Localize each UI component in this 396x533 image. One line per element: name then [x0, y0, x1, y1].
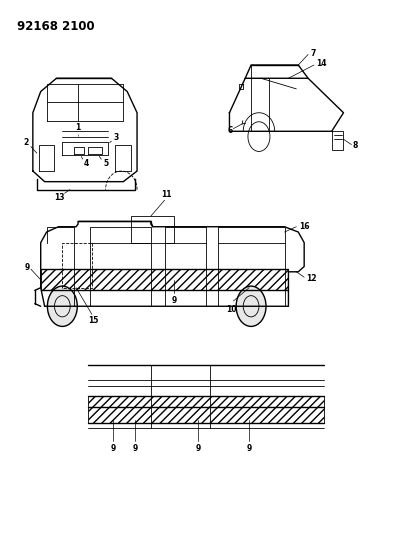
Text: 12: 12 — [306, 273, 317, 282]
Text: 9: 9 — [24, 263, 30, 272]
Text: 16: 16 — [299, 222, 310, 231]
Text: 9: 9 — [111, 444, 116, 453]
Text: 4: 4 — [83, 159, 89, 168]
Text: 8: 8 — [352, 141, 358, 150]
Text: 92168 2100: 92168 2100 — [17, 20, 95, 33]
Text: 10: 10 — [226, 305, 237, 314]
Text: 5: 5 — [103, 159, 108, 168]
Text: 15: 15 — [89, 317, 99, 325]
Text: 6: 6 — [228, 126, 233, 135]
Text: 9: 9 — [195, 444, 201, 453]
Circle shape — [48, 286, 77, 326]
Text: 9: 9 — [132, 444, 138, 453]
Text: 9: 9 — [246, 444, 252, 453]
Text: 2: 2 — [23, 139, 29, 148]
Text: 14: 14 — [316, 59, 326, 68]
Text: 11: 11 — [161, 190, 172, 199]
Text: 7: 7 — [310, 49, 316, 58]
Text: 13: 13 — [54, 193, 65, 202]
Text: 9: 9 — [172, 296, 177, 305]
Text: 3: 3 — [114, 133, 119, 142]
Circle shape — [236, 286, 266, 326]
Text: 1: 1 — [76, 123, 81, 132]
